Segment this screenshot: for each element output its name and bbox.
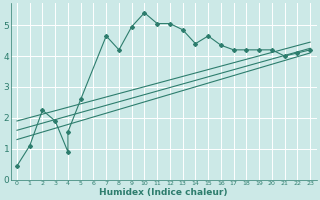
X-axis label: Humidex (Indice chaleur): Humidex (Indice chaleur) xyxy=(99,188,228,197)
